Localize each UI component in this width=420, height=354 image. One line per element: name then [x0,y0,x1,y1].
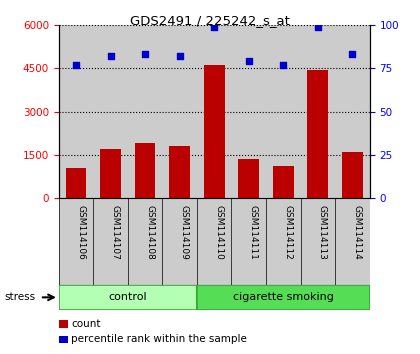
Point [245,58,252,64]
Bar [66,168,87,198]
Text: stress: stress [4,292,35,302]
Point [349,51,356,57]
Text: count: count [71,319,101,329]
Text: GSM114110: GSM114110 [214,205,223,260]
Text: GSM114109: GSM114109 [180,205,189,260]
Text: GSM114112: GSM114112 [283,205,292,260]
Bar [135,143,155,198]
Bar [100,149,121,198]
Text: cigarette smoking: cigarette smoking [233,292,334,302]
Point [315,24,321,29]
Bar [307,70,328,198]
Text: GSM114107: GSM114107 [110,205,120,260]
Text: percentile rank within the sample: percentile rank within the sample [71,334,247,344]
Text: GSM114106: GSM114106 [76,205,85,260]
Bar [169,146,190,198]
Bar [342,152,363,198]
Point [211,24,218,29]
Point [73,62,79,68]
Text: GSM114114: GSM114114 [352,205,361,260]
Bar [239,159,259,198]
Bar [197,285,370,310]
Bar [204,65,225,198]
Point [142,51,149,57]
Point [176,53,183,59]
Point [280,62,286,68]
Point [107,53,114,59]
Text: control: control [108,292,147,302]
Text: GSM114113: GSM114113 [318,205,327,260]
Text: GSM114111: GSM114111 [249,205,258,260]
Bar [59,285,197,310]
Bar [273,166,294,198]
Text: GDS2491 / 225242_s_at: GDS2491 / 225242_s_at [130,14,290,27]
Text: GSM114108: GSM114108 [145,205,154,260]
